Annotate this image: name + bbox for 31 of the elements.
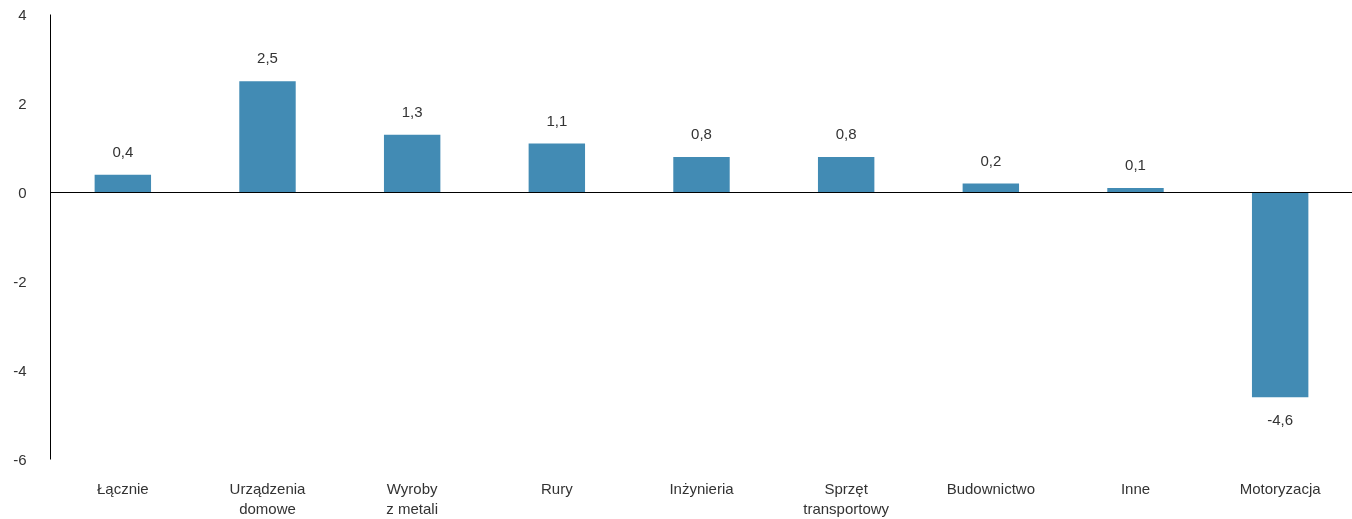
- data-label: 1,3: [401, 102, 423, 120]
- y-tick-label: 2: [18, 94, 27, 112]
- data-label: 0,8: [691, 124, 712, 142]
- bar: [528, 143, 586, 193]
- y-tick-label: -2: [13, 272, 27, 290]
- x-tick-label: Inne: [1120, 479, 1151, 497]
- data-label: 0,1: [1125, 156, 1146, 174]
- bar: [239, 81, 296, 193]
- y-tick-label: 4: [18, 5, 27, 23]
- bar: [383, 134, 441, 193]
- x-tick-label: Inżynieria: [669, 479, 735, 497]
- x-tick-label: Budownictwo: [946, 479, 1036, 497]
- x-tick-label: Rury: [541, 479, 574, 497]
- data-label: 1,1: [546, 111, 568, 129]
- bar: [1251, 192, 1309, 398]
- data-label: 0,2: [980, 151, 1002, 169]
- bar: [817, 156, 875, 193]
- x-tick-label: Łącznie: [96, 479, 149, 497]
- y-tick-label: 0: [18, 183, 27, 201]
- y-tick-label: -4: [13, 361, 27, 379]
- bar: [673, 156, 730, 193]
- x-tick-label: Wyroby z metali: [386, 479, 439, 517]
- x-tick-label: Motoryzacja: [1239, 479, 1322, 497]
- data-label: 0,8: [835, 124, 857, 142]
- data-label: -4,6: [1267, 411, 1294, 429]
- x-tick-label: Urządzenia domowe: [229, 479, 307, 517]
- data-label: 2,5: [257, 49, 278, 67]
- data-label: 0,4: [112, 142, 134, 160]
- y-tick-label: -6: [13, 450, 27, 468]
- x-tick-label: Sprzęt transportowy: [803, 479, 890, 517]
- bar: [94, 174, 152, 193]
